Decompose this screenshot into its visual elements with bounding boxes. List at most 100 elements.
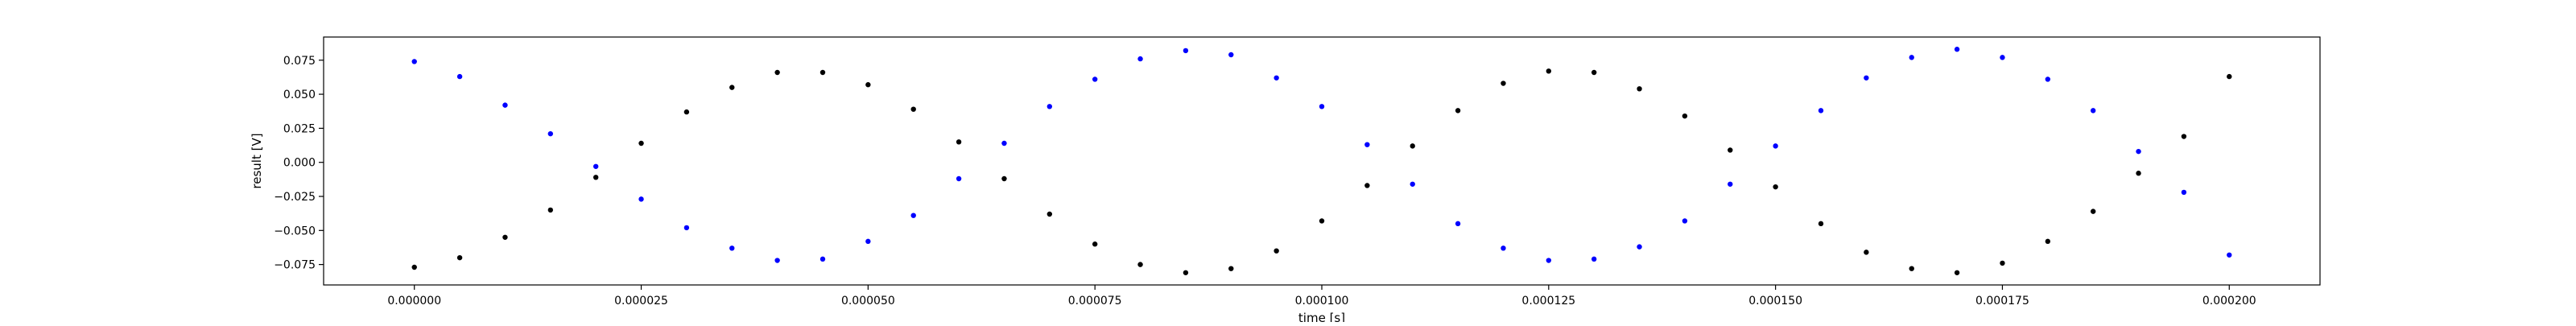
data-point bbox=[1728, 181, 1733, 187]
data-point bbox=[1364, 183, 1370, 188]
data-point bbox=[1954, 270, 1960, 275]
data-point bbox=[819, 256, 826, 262]
data-point bbox=[2090, 108, 2096, 113]
x-axis: 0.000000 0.000025 0.000050 0.000075 0.000100… bbox=[387, 285, 2256, 307]
data-point bbox=[411, 59, 417, 64]
data-point bbox=[1364, 142, 1370, 147]
data-point bbox=[2000, 55, 2005, 60]
data-point bbox=[683, 225, 690, 231]
data-point bbox=[1274, 248, 1279, 254]
data-point bbox=[1682, 113, 1688, 119]
data-point bbox=[819, 69, 826, 76]
data-point bbox=[2136, 148, 2141, 155]
y-tick-label: 0.050 bbox=[283, 89, 316, 101]
data-point bbox=[956, 139, 962, 145]
data-point bbox=[2181, 189, 2187, 196]
data-point bbox=[502, 102, 508, 108]
data-point bbox=[2045, 76, 2051, 82]
y-tick-label: −0.050 bbox=[274, 225, 316, 237]
data-point bbox=[1591, 69, 1597, 76]
data-point bbox=[1773, 143, 1778, 149]
data-point bbox=[774, 69, 780, 76]
data-point bbox=[1137, 262, 1143, 267]
data-point bbox=[910, 213, 916, 218]
data-point bbox=[1818, 221, 1824, 227]
data-point bbox=[1818, 108, 1824, 113]
data-point bbox=[638, 196, 644, 202]
data-point bbox=[1909, 266, 1914, 271]
data-point bbox=[2227, 73, 2232, 80]
data-point bbox=[910, 106, 916, 112]
data-point bbox=[547, 130, 554, 137]
y-tick-label: −0.075 bbox=[274, 259, 316, 272]
series-layer bbox=[411, 47, 2232, 275]
data-point bbox=[1637, 244, 1642, 250]
data-point bbox=[774, 258, 780, 263]
data-point bbox=[1682, 218, 1688, 224]
x-tick-label: 0.000125 bbox=[1521, 295, 1575, 307]
data-point bbox=[1228, 266, 1234, 271]
data-point bbox=[592, 163, 599, 169]
data-point bbox=[1909, 55, 1914, 60]
data-point bbox=[1637, 86, 1642, 92]
data-point bbox=[729, 85, 735, 90]
data-point bbox=[1046, 104, 1053, 109]
data-point bbox=[1728, 147, 1733, 153]
data-point bbox=[1092, 76, 1098, 82]
plot-area bbox=[324, 37, 2320, 285]
data-point bbox=[1546, 68, 1552, 74]
x-tick-label: 0.000175 bbox=[1975, 295, 2029, 307]
x-tick-label: 0.000075 bbox=[1068, 295, 1122, 307]
x-tick-label: 0.000025 bbox=[614, 295, 668, 307]
data-point bbox=[1773, 184, 1778, 190]
y-tick-label: 0.075 bbox=[283, 55, 316, 68]
data-point bbox=[1864, 250, 1869, 255]
data-point bbox=[411, 264, 417, 270]
data-point bbox=[1591, 256, 1597, 262]
data-point bbox=[1410, 181, 1415, 187]
plot-frame bbox=[323, 36, 2321, 286]
data-point bbox=[1183, 47, 1189, 54]
data-point bbox=[2181, 134, 2187, 139]
series-2 bbox=[411, 68, 2232, 275]
y-axis: −0.075 −0.050 −0.025 0.000 0.025 0.050 0.075 bbox=[274, 55, 324, 272]
data-point bbox=[2000, 260, 2005, 266]
data-point bbox=[1455, 108, 1461, 113]
y-tick-label: 0.000 bbox=[283, 157, 316, 170]
x-tick-label: 0.000100 bbox=[1295, 295, 1349, 307]
y-tick-label: −0.025 bbox=[274, 191, 316, 204]
data-point bbox=[865, 238, 871, 245]
data-point bbox=[683, 109, 690, 115]
x-tick-label: 0.000050 bbox=[841, 295, 895, 307]
data-point bbox=[1546, 258, 1552, 263]
series-1 bbox=[411, 47, 2232, 263]
data-point bbox=[1501, 80, 1506, 86]
x-tick-label: 0.000200 bbox=[2202, 295, 2256, 307]
data-point bbox=[1501, 246, 1506, 251]
y-tick-label: 0.025 bbox=[283, 122, 316, 135]
data-point bbox=[1001, 175, 1007, 182]
data-point bbox=[865, 82, 871, 88]
data-point bbox=[729, 246, 735, 251]
data-point bbox=[1183, 270, 1189, 275]
data-point bbox=[2227, 252, 2232, 258]
data-point bbox=[1319, 218, 1325, 224]
data-point bbox=[456, 73, 463, 80]
data-point bbox=[456, 254, 463, 261]
data-point bbox=[1410, 143, 1415, 149]
data-point bbox=[1864, 75, 1869, 80]
data-point bbox=[1319, 104, 1325, 109]
data-point bbox=[502, 234, 508, 240]
data-point bbox=[2090, 208, 2096, 214]
data-point bbox=[1092, 241, 1098, 247]
data-point bbox=[547, 207, 554, 213]
data-point bbox=[592, 175, 599, 180]
data-point bbox=[1274, 75, 1279, 80]
data-point bbox=[1954, 47, 1960, 52]
data-point bbox=[956, 175, 962, 182]
y-axis-label: result [V] bbox=[250, 133, 264, 188]
data-point bbox=[2045, 238, 2051, 245]
x-tick-label: 0.000000 bbox=[387, 295, 441, 307]
